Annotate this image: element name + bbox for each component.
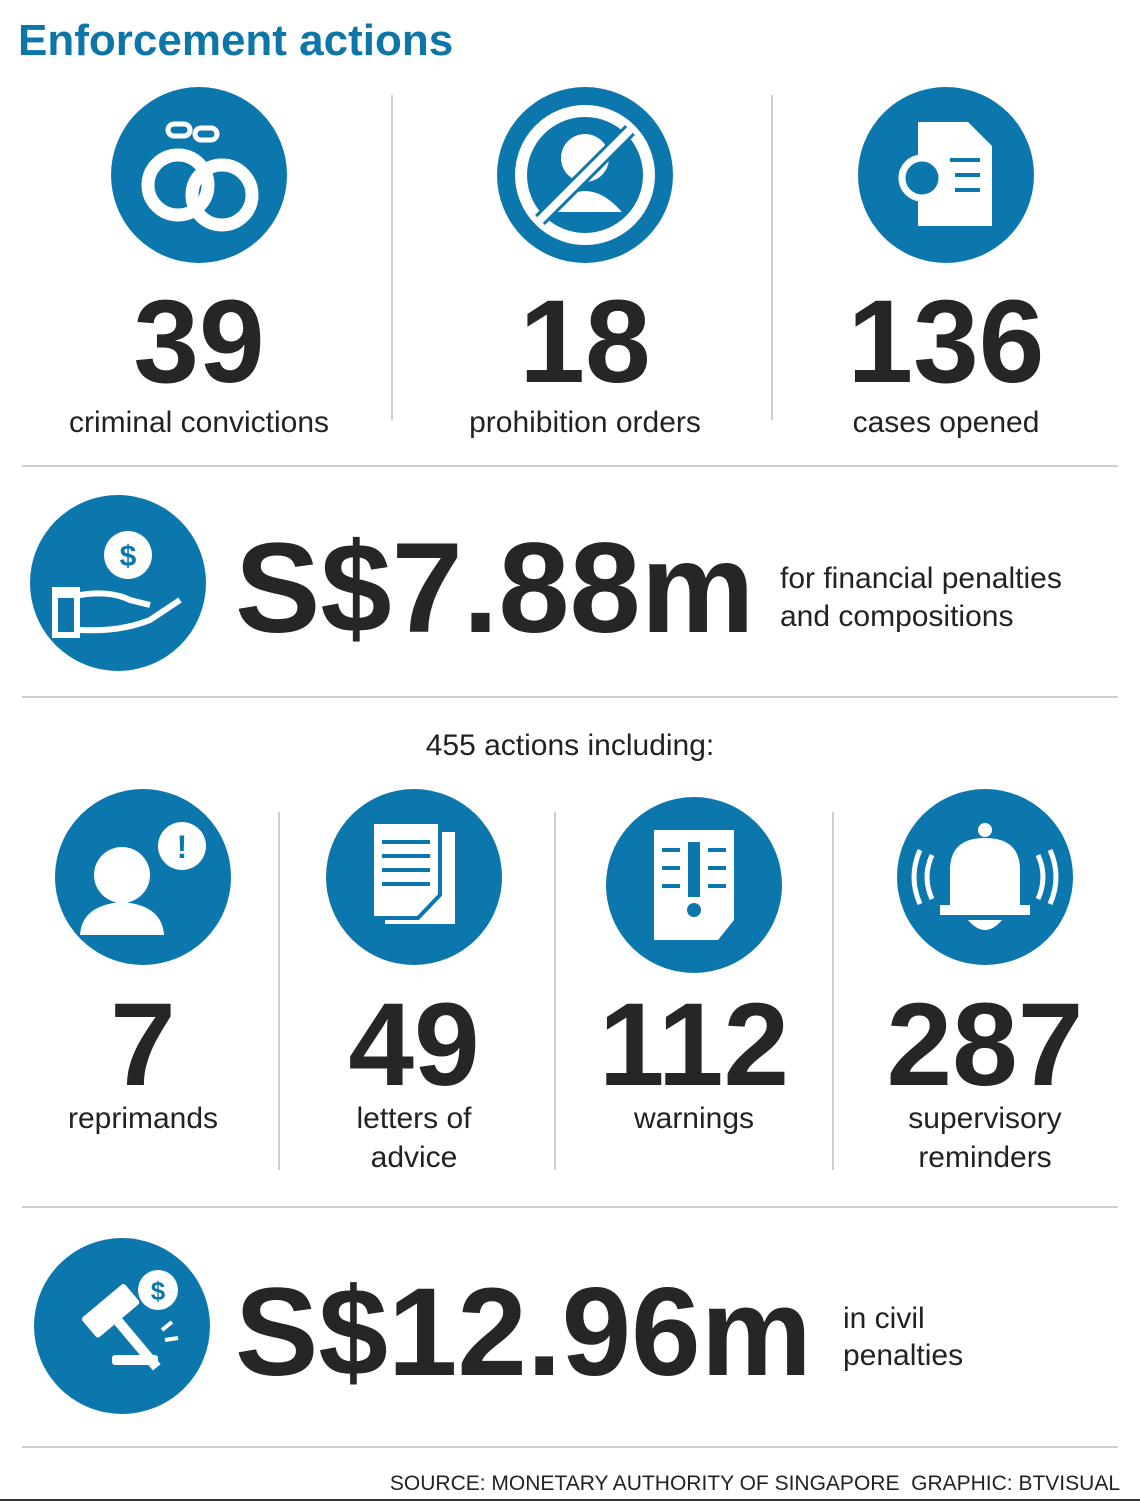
amount-label: in civil <box>843 1302 925 1335</box>
stat-value: 18 <box>519 276 650 408</box>
action-label: letters of <box>356 1102 472 1135</box>
amount-label: and compositions <box>780 600 1013 633</box>
action-value: 49 <box>348 979 479 1111</box>
amount-value: S$12.96m <box>235 1263 812 1402</box>
icon-document-search <box>858 87 1034 263</box>
action-label: reminders <box>918 1141 1051 1174</box>
svg-text:$: $ <box>120 540 137 573</box>
stat-label: criminal convictions <box>69 406 329 439</box>
actions-heading: 455 actions including: <box>426 729 715 762</box>
action-value: 287 <box>887 979 1084 1111</box>
layout-lines <box>0 95 1140 1501</box>
icon-prohibition <box>497 87 673 263</box>
title: Enforcement actions <box>18 16 453 65</box>
icon-letters <box>326 789 502 965</box>
stat-value: 136 <box>848 276 1045 408</box>
amount-label: penalties <box>843 1339 963 1372</box>
stat-label: prohibition orders <box>469 406 701 439</box>
action-label: advice <box>371 1141 458 1174</box>
stat-value: 39 <box>133 276 264 408</box>
svg-text:!: ! <box>177 829 188 865</box>
svg-text:$: $ <box>151 1276 166 1306</box>
stat-label: cases opened <box>853 406 1040 439</box>
icon-bell <box>897 789 1073 965</box>
amount-value: S$7.88m <box>235 517 755 660</box>
icon-reprimand: ! <box>55 789 231 965</box>
action-label: supervisory <box>908 1102 1061 1135</box>
icon-handcuffs <box>111 87 287 263</box>
icon-hand-coin: $ <box>30 495 206 671</box>
source: SOURCE: MONETARY AUTHORITY OF SINGAPORE … <box>390 1472 1120 1495</box>
action-label: reprimands <box>68 1102 218 1135</box>
action-value: 7 <box>110 979 176 1111</box>
action-value: 112 <box>599 979 789 1111</box>
amount-label: for financial penalties <box>780 562 1062 595</box>
icon-warning <box>606 797 782 973</box>
action-label: warnings <box>633 1102 754 1135</box>
icon-gavel: $ <box>34 1238 210 1414</box>
